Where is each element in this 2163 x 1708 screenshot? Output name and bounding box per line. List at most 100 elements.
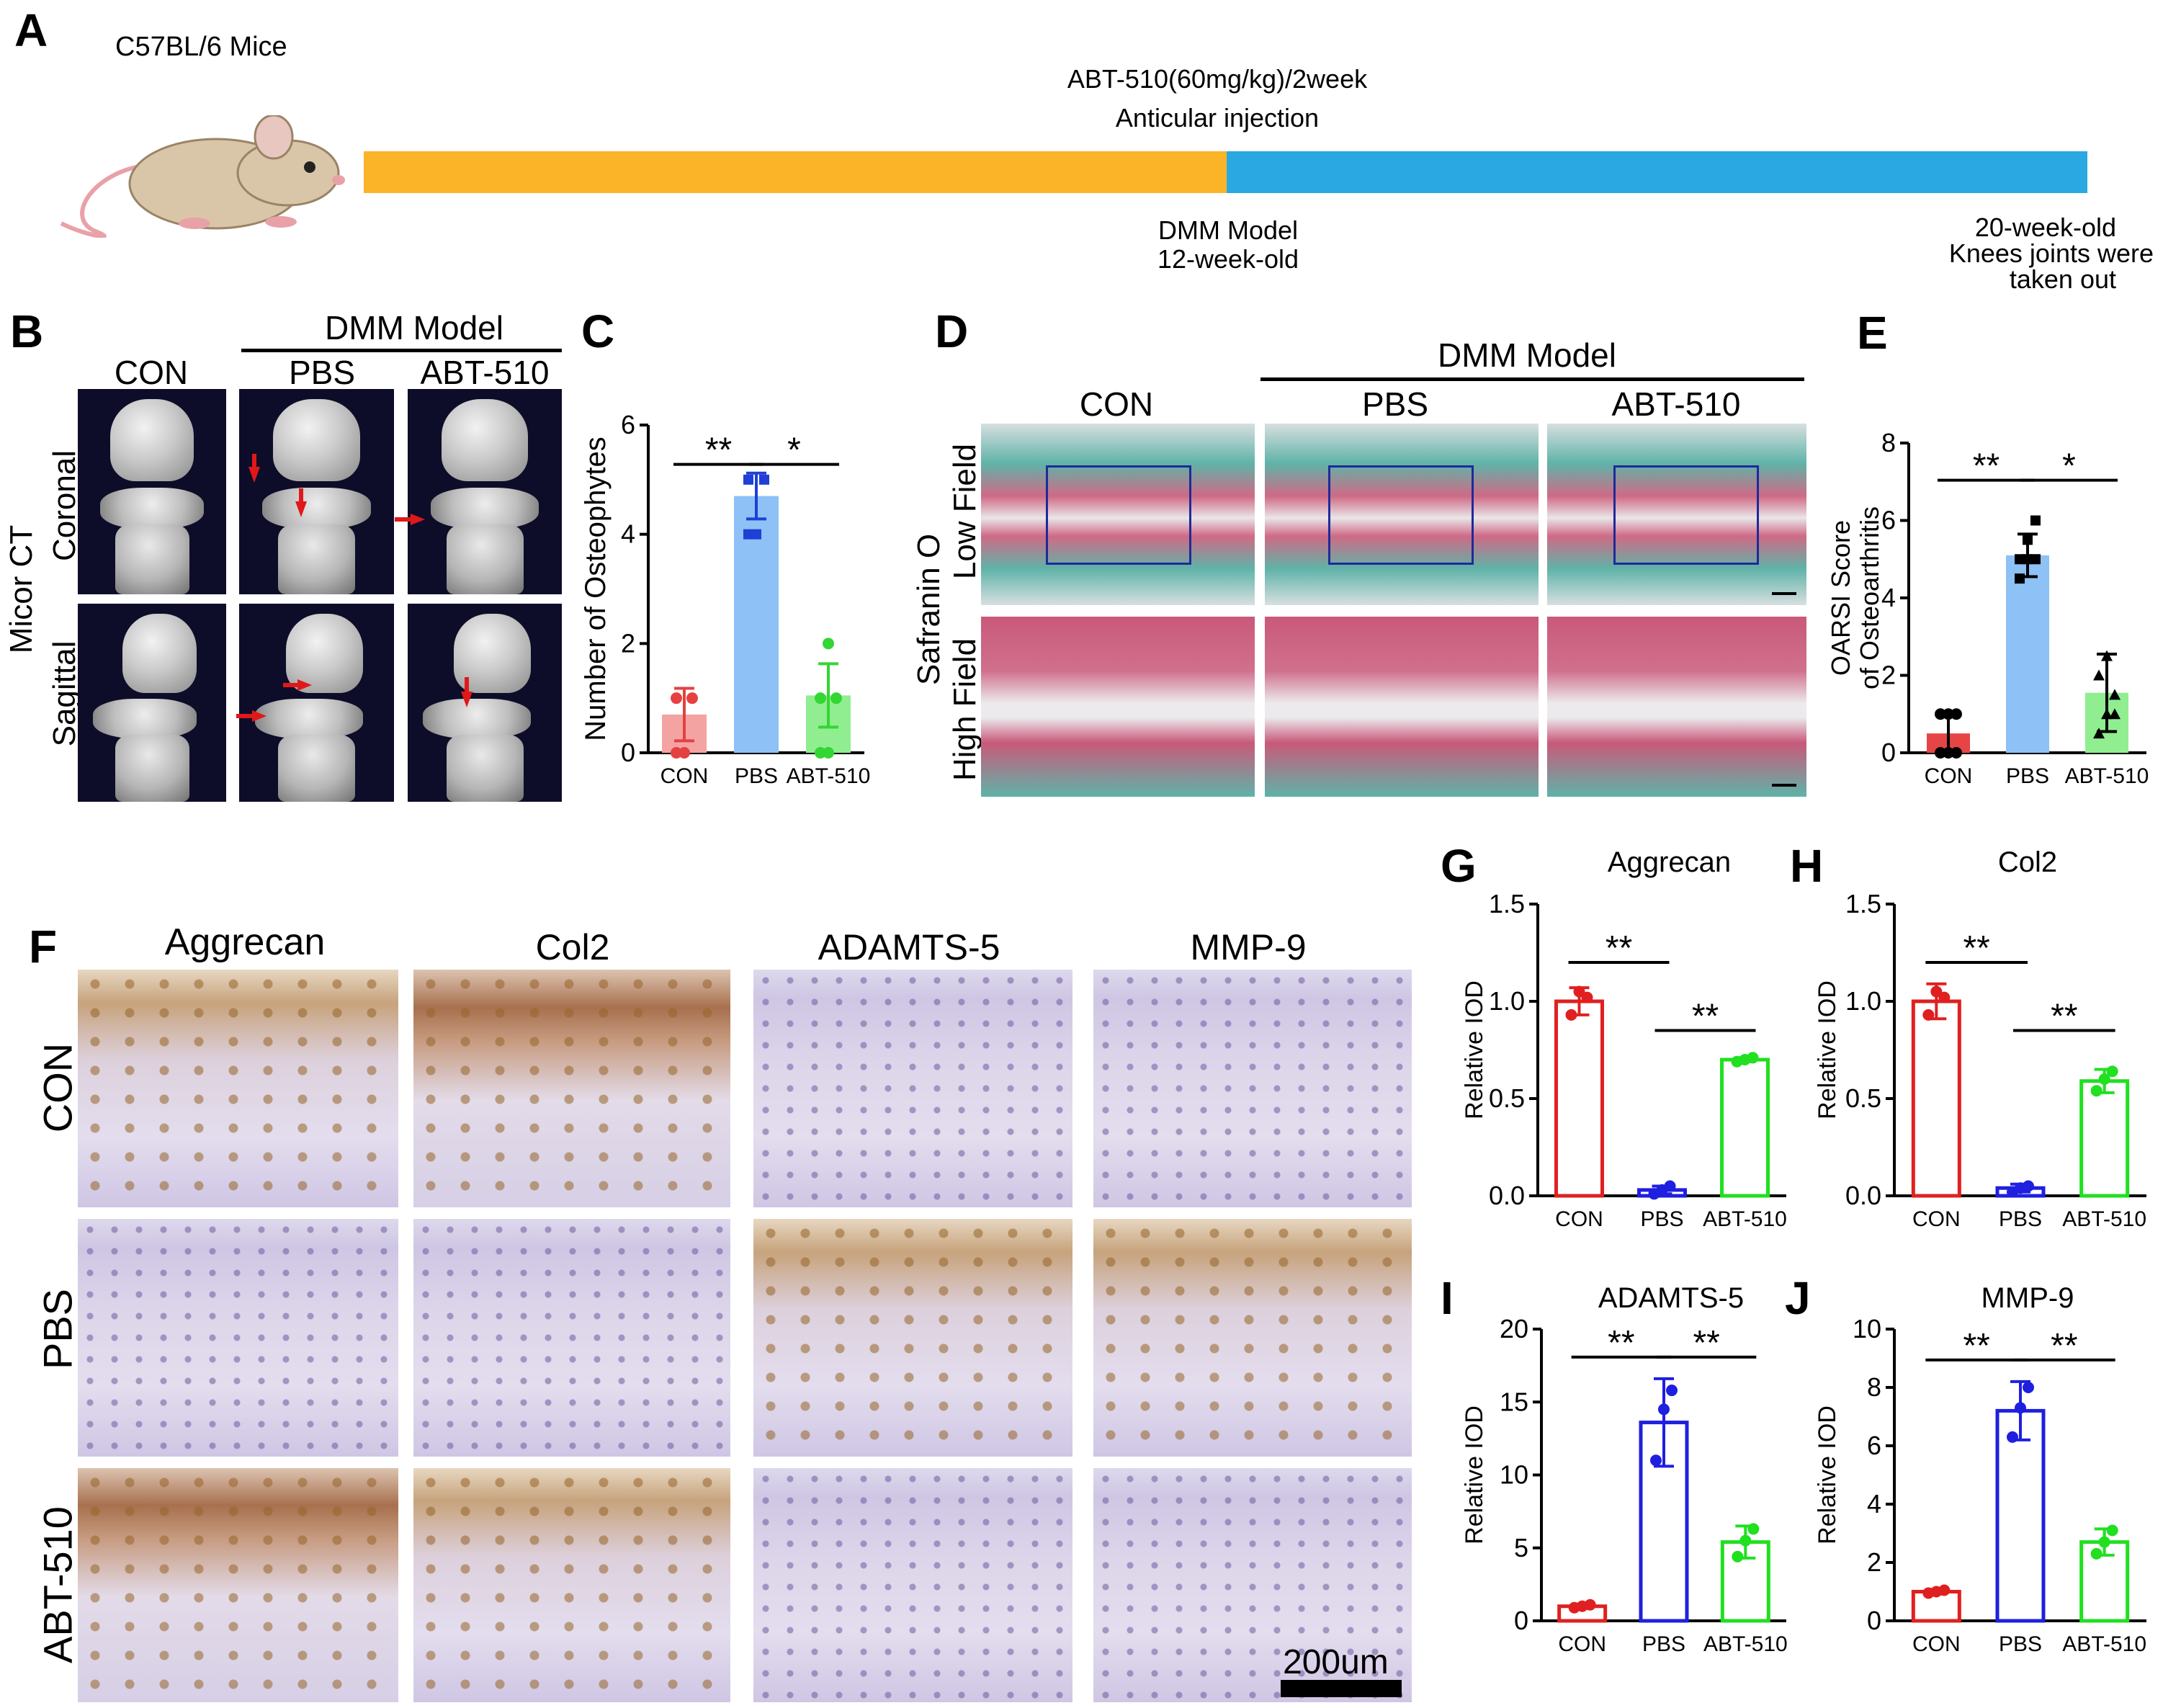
chart-title: Col2 xyxy=(1998,846,2057,878)
chart-oarsi: 0 2 4 6 8 OARSI Score of Osteoarthritis CON PBS A… xyxy=(1830,428,2149,788)
ct-coronal-con xyxy=(78,389,226,594)
x-tick-label: CON xyxy=(1555,1207,1603,1231)
x-tick-label: PBS xyxy=(1999,1632,2042,1656)
data-point xyxy=(1935,747,1946,759)
y-tick-label: 1.0 xyxy=(1845,986,1881,1016)
data-point xyxy=(2023,1382,2034,1393)
d-col-abt510: ABT-510 xyxy=(1611,385,1741,423)
data-point xyxy=(671,747,682,759)
x-tick-label: ABT-510 xyxy=(787,764,871,788)
d-side-label: Safranin O xyxy=(911,533,946,686)
data-point xyxy=(743,474,753,485)
data-point xyxy=(1565,1009,1577,1021)
ihc-pbs-adamts5 xyxy=(753,1219,1072,1457)
data-point xyxy=(2007,1431,2018,1443)
data-point xyxy=(1664,1180,1676,1192)
b-col-con: CON xyxy=(114,354,189,391)
data-point xyxy=(1573,985,1585,998)
data-point xyxy=(2023,554,2033,565)
red-arrow-icon xyxy=(299,488,303,503)
red-arrow-icon xyxy=(252,710,267,722)
panel-letter-j: J xyxy=(1785,1272,1811,1324)
x-tick-label: ABT-510 xyxy=(2062,1207,2146,1231)
data-point xyxy=(743,529,753,540)
y-tick-label: 4 xyxy=(1867,1489,1881,1519)
data-point xyxy=(2015,554,2025,565)
data-point xyxy=(1666,1385,1678,1397)
data-point xyxy=(1581,991,1593,1003)
data-point xyxy=(2109,708,2121,720)
y-tick-label: 0.5 xyxy=(1489,1083,1525,1113)
y-tick-label: 2 xyxy=(621,628,635,658)
chart-mmp9: MMP-9 0 2 4 6 8 10 Relative IOD CON PBS ABT-510 ** *… xyxy=(1814,1282,2146,1656)
red-arrow-icon xyxy=(236,714,254,718)
ihc-pbs-mmp9 xyxy=(1093,1219,1412,1457)
data-point xyxy=(2015,573,2025,584)
data-point xyxy=(815,692,826,705)
panel-letter-c: C xyxy=(581,305,615,357)
significance-label: ** xyxy=(2051,1327,2077,1365)
d-dmm-header: DMM Model xyxy=(1438,336,1616,374)
x-tick-label: PBS xyxy=(1999,1207,2042,1231)
red-arrow-icon xyxy=(248,467,260,483)
timeline-phase2-bar xyxy=(1227,151,2087,193)
significance-label: ** xyxy=(1692,998,1719,1036)
panel-letter-b: B xyxy=(10,305,44,357)
data-point xyxy=(823,638,834,650)
y-axis-label-2: of Osteoarthritis xyxy=(1855,506,1884,689)
significance-label: * xyxy=(787,432,801,470)
ihc-con-col2 xyxy=(413,970,730,1207)
safranin-low-con xyxy=(981,424,1255,605)
x-tick-label: PBS xyxy=(735,764,778,788)
y-tick-label: 4 xyxy=(1881,583,1896,612)
b-col-abt510: ABT-510 xyxy=(420,354,550,391)
chart-col2: Col2 0.0 0.5 1.0 1.5 Relative IOD CON PBS ABT-51… xyxy=(1814,846,2146,1231)
y-tick-label: 1.5 xyxy=(1489,889,1525,918)
data-point xyxy=(2098,1073,2110,1085)
data-point xyxy=(1732,1550,1744,1562)
safranin-low-abt510 xyxy=(1547,424,1806,605)
data-point xyxy=(1658,1403,1670,1416)
red-arrow-icon xyxy=(297,679,312,691)
data-point xyxy=(1584,1599,1596,1611)
timeline-phase1-bar xyxy=(364,151,1227,193)
data-point xyxy=(2015,1402,2026,1414)
data-point xyxy=(1747,1523,1760,1535)
model-age-label: 12-week-old xyxy=(1157,244,1299,274)
y-axis-label: Relative IOD xyxy=(1461,1405,1488,1544)
y-axis-label: Number of Osteophytes xyxy=(580,437,612,741)
x-tick-label: ABT-510 xyxy=(2065,764,2149,788)
panel-letter-i: I xyxy=(1441,1272,1454,1324)
y-tick-label: 10 xyxy=(1853,1314,1881,1343)
chart-title: MMP-9 xyxy=(1981,1282,2074,1314)
y-tick-label: 20 xyxy=(1500,1314,1528,1343)
bar xyxy=(2079,1079,2130,1198)
ihc-con-mmp9 xyxy=(1093,970,1412,1207)
d-dmm-rule xyxy=(1260,377,1804,381)
ct-arrows xyxy=(236,454,473,722)
end-takenout-label: taken out xyxy=(2009,264,2116,294)
y-tick-label: 0.5 xyxy=(1845,1083,1881,1113)
panel-letter-f: F xyxy=(29,921,58,973)
d-row-high: High Field xyxy=(947,638,982,782)
data-point xyxy=(2098,1536,2110,1548)
y-tick-label: 8 xyxy=(1881,428,1896,457)
ct-coronal-pbs xyxy=(239,389,394,594)
y-tick-label: 10 xyxy=(1500,1460,1528,1490)
ihc-con-aggrecan xyxy=(78,970,398,1207)
panel-letter-d: D xyxy=(935,305,969,357)
chart-title: Aggrecan xyxy=(1608,846,1731,878)
data-point xyxy=(1739,1534,1752,1547)
mice-strain-label: C57BL/6 Mice xyxy=(115,32,287,62)
y-tick-label: 2 xyxy=(1881,661,1896,690)
data-point xyxy=(759,474,769,485)
f-col-aggrecan: Aggrecan xyxy=(164,921,326,963)
safranin-high-abt510 xyxy=(1547,617,1806,797)
ihc-con-adamts5 xyxy=(753,970,1072,1207)
data-point xyxy=(1935,708,1946,720)
f-col-mmp9: MMP-9 xyxy=(1190,927,1307,967)
end-age-label: 20-week-old xyxy=(1974,213,2116,242)
y-tick-label: 6 xyxy=(621,410,635,439)
ihc-abt510-adamts5 xyxy=(753,1468,1072,1702)
